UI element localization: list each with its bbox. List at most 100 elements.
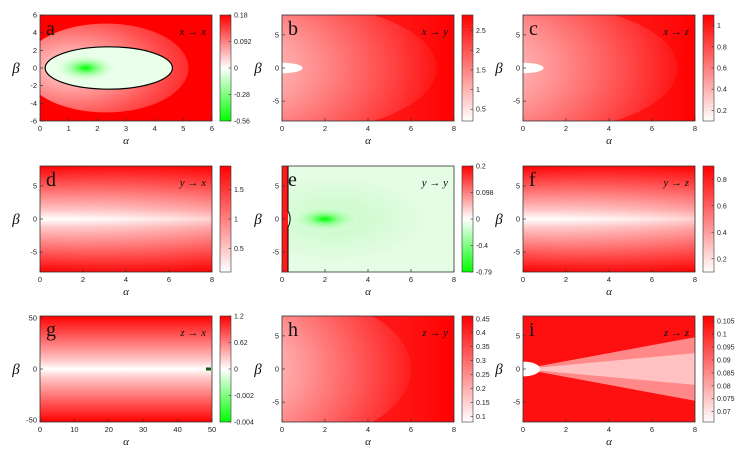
x-tick-label: 40 — [173, 425, 181, 434]
colorbar-tick-label: 0.08 — [717, 383, 731, 390]
x-tick-label: 6 — [650, 124, 654, 133]
panel-annotation: x → x — [179, 26, 206, 38]
panel-i: 0 2 4 6 8 5 0 -5 α β i z → z 0.105 0.1 0.095 0.09 0.085 0… — [494, 315, 735, 448]
x-tick-label: 4 — [366, 425, 370, 434]
y-tick-label: -5 — [272, 398, 279, 407]
y-tick-label: 0 — [33, 365, 37, 374]
colorbar-tick-label: 0.2 — [717, 256, 727, 263]
y-tick-label: -5 — [272, 248, 279, 257]
colorbar-tick-label: 0.1 — [717, 332, 727, 339]
colorbar-tick-label: 0.2 — [476, 164, 486, 171]
colorbar-tick-label: 0.3 — [476, 358, 486, 365]
y-axis-label: β — [11, 212, 20, 228]
y-tick-label: 5 — [275, 30, 279, 39]
x-tick-label: 2 — [564, 124, 568, 133]
colorbar-tick-label: 0.1 — [476, 414, 486, 421]
colorbar-tick-label: 0 — [234, 66, 238, 73]
y-tick-label: 5 — [516, 331, 520, 340]
colorbar-tick-label: -0.4 — [476, 243, 488, 250]
colorbar-tick-label: 1 — [476, 87, 480, 94]
colorbar-tick-label: 0.15 — [476, 400, 490, 407]
panel-letter: d — [46, 169, 56, 191]
x-tick-label: 0 — [280, 275, 284, 284]
x-tick-label: 6 — [210, 124, 214, 133]
panel-f: 0 2 4 6 8 5 0 -5 α β f y → z 0.8 0.6 0.4 0.2 — [494, 165, 727, 298]
y-tick-label: 0 — [516, 64, 520, 73]
x-tick-label: 6 — [167, 275, 171, 284]
colorbar-b — [461, 14, 474, 122]
y-axis-label: β — [253, 212, 262, 228]
x-tick-label: 8 — [693, 425, 697, 434]
y-tick-label: -4 — [30, 99, 37, 108]
x-axis-label: α — [123, 436, 129, 448]
x-tick-label: 8 — [693, 275, 697, 284]
zero-contour — [287, 166, 291, 272]
y-tick-label: 0 — [275, 365, 279, 374]
colorbar-tick-label: 0.45 — [476, 316, 490, 323]
heatmap-c — [523, 15, 695, 121]
x-tick-label: 8 — [452, 425, 456, 434]
colorbar-tick-label: -0.28 — [234, 92, 250, 99]
colorbar-tick-label: 0.4 — [717, 230, 727, 237]
x-axis-label: α — [365, 436, 371, 448]
x-tick-label: 1 — [67, 124, 71, 133]
panel-annotation: y → x — [179, 177, 206, 189]
y-tick-label: 6 — [33, 11, 37, 20]
x-tick-label: 2 — [323, 124, 327, 133]
x-tick-label: 2 — [564, 275, 568, 284]
heatmap-e — [282, 166, 454, 272]
x-tick-label: 2 — [95, 124, 99, 133]
colorbar-tick-label: 1 — [717, 23, 721, 30]
y-tick-label: 50 — [29, 314, 37, 323]
colorbar-tick-label: 0.62 — [234, 340, 248, 347]
panel-a: 0 1 2 3 4 5 6 6 4 2 0 -2 -4 -6 α β a x → x 0.18 0.092 0 -0.28… — [11, 11, 251, 148]
colorbar-tick-label: 1.5 — [476, 67, 486, 74]
y-axis-label: β — [494, 362, 503, 378]
y-tick-label: 0 — [275, 64, 279, 73]
panel-d: 0 2 4 6 8 5 0 -5 α β d y → x 1.5 1 0.5 — [11, 165, 244, 298]
panel-annotation: z → y — [421, 327, 448, 339]
y-tick-label: 0 — [516, 215, 520, 224]
x-tick-label: 2 — [323, 275, 327, 284]
x-tick-label: 0 — [280, 425, 284, 434]
x-tick-label: 8 — [452, 124, 456, 133]
x-tick-label: 3 — [124, 124, 128, 133]
heatmap-d — [40, 166, 212, 272]
heatmap-b — [282, 15, 454, 121]
x-tick-label: 8 — [210, 275, 214, 284]
heatmap-h — [282, 316, 454, 422]
y-tick-label: 0 — [275, 215, 279, 224]
panel-annotation: x → y — [421, 26, 448, 38]
x-axis-label: α — [365, 286, 371, 298]
x-tick-label: 2 — [564, 425, 568, 434]
y-tick-label: 0 — [33, 64, 37, 73]
y-tick-label: -2 — [30, 81, 37, 90]
panel-letter: e — [288, 169, 297, 191]
x-tick-label: 4 — [153, 124, 157, 133]
x-tick-label: 10 — [70, 425, 78, 434]
colorbar-tick-label: 0.098 — [476, 190, 494, 197]
x-tick-label: 6 — [650, 275, 654, 284]
x-tick-label: 4 — [607, 425, 611, 434]
y-tick-label: 5 — [275, 181, 279, 190]
x-axis-label: α — [365, 135, 371, 147]
colorbar-tick-label: 0.105 — [717, 319, 735, 326]
colorbar-f — [702, 165, 715, 273]
panel-letter: i — [529, 319, 535, 341]
heatmap-i — [523, 316, 695, 422]
x-tick-label: 6 — [650, 425, 654, 434]
x-tick-label: 0 — [521, 124, 525, 133]
x-tick-label: 4 — [607, 275, 611, 284]
y-axis-label: β — [494, 212, 503, 228]
colorbar-tick-label: 0.6 — [717, 66, 727, 73]
colorbar-tick-label: 0.8 — [717, 44, 727, 51]
x-tick-label: 5 — [181, 124, 185, 133]
panel-letter: g — [46, 319, 56, 341]
heatmap-g — [40, 316, 212, 422]
x-tick-label: 4 — [124, 275, 128, 284]
colorbar-tick-label: -0.004 — [234, 420, 254, 427]
y-tick-label: -5 — [513, 248, 520, 257]
panel-letter: c — [529, 18, 538, 40]
colorbar-tick-label: 1.2 — [234, 314, 244, 321]
